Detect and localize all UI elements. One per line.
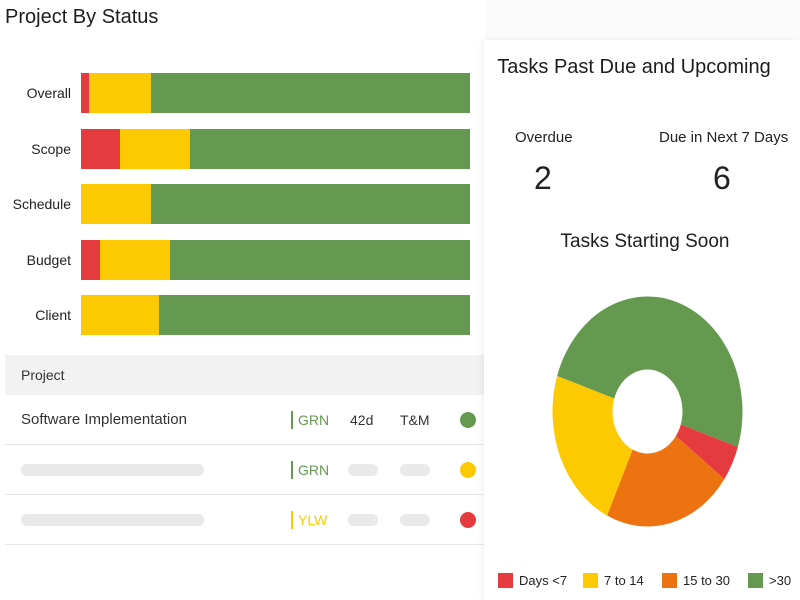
project-table: Project Software Implementation GRN 42d … [5, 355, 485, 545]
status-bar-track[interactable] [81, 295, 470, 335]
due-next-7-days-label: Due in Next 7 Days [659, 129, 789, 146]
bar-segment-yellow[interactable] [81, 184, 152, 224]
donut-slice-7-to-14[interactable] [552, 375, 633, 516]
project-name[interactable]: Software Implementation [21, 411, 187, 428]
status-bar-label: Schedule [12, 196, 71, 212]
project-status-panel: Project By Status Overall Scope Schedule Bu… [0, 6, 485, 545]
placeholder-duration [348, 514, 378, 526]
bar-segment-green[interactable] [189, 129, 470, 169]
table-row[interactable]: GRN [5, 445, 485, 495]
overdue-value[interactable]: 2 [534, 160, 552, 196]
bar-segment-yellow[interactable] [100, 240, 171, 280]
page-title: Project By Status [5, 6, 159, 28]
donut-slice-days-7[interactable] [675, 424, 738, 480]
bar-segment-green[interactable] [151, 73, 470, 113]
status-bar-client[interactable]: Client [0, 295, 470, 335]
legend-label: 7 to 14 [604, 572, 644, 588]
status-bar-label: Budget [26, 252, 71, 268]
tasks-starting-soon-donut [552, 296, 743, 527]
legend-swatch [583, 572, 598, 588]
legend-swatch [662, 572, 677, 588]
placeholder-duration [348, 464, 378, 476]
tasks-card-title: Tasks Past Due and Upcoming [497, 56, 771, 78]
project-duration: 42d [350, 412, 374, 428]
tasks-starting-soon-title: Tasks Starting Soon [560, 231, 730, 252]
status-bar-track[interactable] [81, 129, 470, 169]
overdue-label: Overdue [515, 129, 573, 146]
legend-item-gt-30[interactable]: >30 [748, 570, 791, 590]
bar-segment-yellow[interactable] [81, 295, 159, 335]
bar-segment-green[interactable] [151, 184, 470, 224]
bar-segment-red[interactable] [81, 129, 120, 169]
legend-swatch [498, 572, 513, 588]
table-row[interactable]: Software Implementation GRN 42d T&M [5, 395, 485, 445]
tasks-card: Tasks Past Due and Upcoming Overdue 2 Du… [484, 40, 800, 600]
donut-slice-30[interactable] [557, 296, 743, 448]
health-dot [460, 412, 476, 428]
placeholder-name [21, 464, 204, 476]
placeholder-type [400, 464, 430, 476]
legend-item-7-to-14[interactable]: 7 to 14 [583, 570, 644, 590]
legend-label: 15 to 30 [683, 572, 730, 588]
status-bar-label: Client [35, 307, 71, 323]
health-dot [460, 512, 476, 528]
status-bar-label: Scope [31, 141, 71, 157]
bar-segment-red[interactable] [81, 240, 101, 280]
placeholder-name [21, 514, 204, 526]
status-indicator: GRN [291, 411, 329, 429]
status-bar-budget[interactable]: Budget [0, 240, 470, 280]
chart-legend: Days <7 7 to 14 15 to 30 >30 [498, 570, 798, 590]
bar-segment-green[interactable] [158, 295, 470, 335]
table-row[interactable]: YLW [5, 495, 485, 545]
column-project[interactable]: Project [21, 367, 65, 383]
bar-segment-red[interactable] [81, 73, 89, 113]
donut-slice-15-to-30[interactable] [607, 436, 725, 527]
legend-item-15-to-30[interactable]: 15 to 30 [662, 570, 730, 590]
due-next-7-days-value[interactable]: 6 [713, 160, 731, 196]
status-bar-track[interactable] [81, 73, 470, 113]
status-bar-track[interactable] [81, 184, 470, 224]
bar-segment-yellow[interactable] [119, 129, 190, 169]
health-dot [460, 462, 476, 478]
legend-item-days-lt-7[interactable]: Days <7 [498, 570, 567, 590]
bar-segment-green[interactable] [170, 240, 470, 280]
legend-label: >30 [769, 572, 792, 588]
status-indicator: YLW [291, 511, 327, 529]
status-bar-track[interactable] [81, 240, 470, 280]
status-bar-overall[interactable]: Overall [0, 73, 470, 113]
status-indicator: GRN [291, 461, 329, 479]
status-bar-label: Overall [26, 85, 71, 101]
placeholder-type [400, 514, 430, 526]
table-header: Project [5, 355, 485, 395]
legend-label: Days <7 [519, 572, 568, 588]
bar-segment-yellow[interactable] [88, 73, 151, 113]
project-billing-type: T&M [400, 412, 430, 428]
legend-swatch [748, 572, 763, 588]
status-bar-scope[interactable]: Scope [0, 129, 470, 169]
status-bar-schedule[interactable]: Schedule [0, 184, 470, 224]
